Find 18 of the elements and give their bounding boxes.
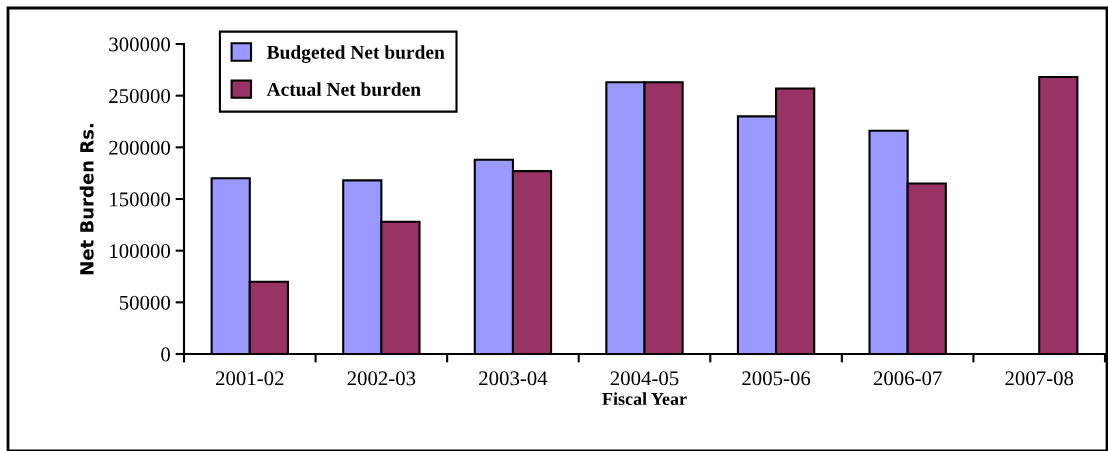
x-axis-title: Fiscal Year xyxy=(602,392,687,406)
x-tick-label: 2004-05 xyxy=(610,371,679,386)
legend-label: Actual Net burden xyxy=(266,82,421,97)
y-axis-title: Net Burden Rs. xyxy=(79,124,94,275)
y-tick-label: 250000 xyxy=(109,89,171,104)
x-tick-label: 2003-04 xyxy=(479,371,548,386)
x-tick-label: 2002-03 xyxy=(347,371,416,386)
y-tick-label: 300000 xyxy=(109,37,171,52)
legend-label: Budgeted Net burden xyxy=(266,45,445,63)
y-tick-label: 200000 xyxy=(109,140,171,155)
x-tick-label: 2006-07 xyxy=(873,371,942,386)
x-tick-label: 2001-02 xyxy=(215,371,284,386)
y-tick-label: 100000 xyxy=(110,244,171,259)
y-tick-label: 150000 xyxy=(110,192,171,207)
x-tick-label: 2007-08 xyxy=(1005,371,1074,386)
y-tick-label: 50000 xyxy=(119,295,171,310)
x-tick-label: 2005-06 xyxy=(742,371,811,386)
y-tick-label: 0 xyxy=(161,347,171,362)
